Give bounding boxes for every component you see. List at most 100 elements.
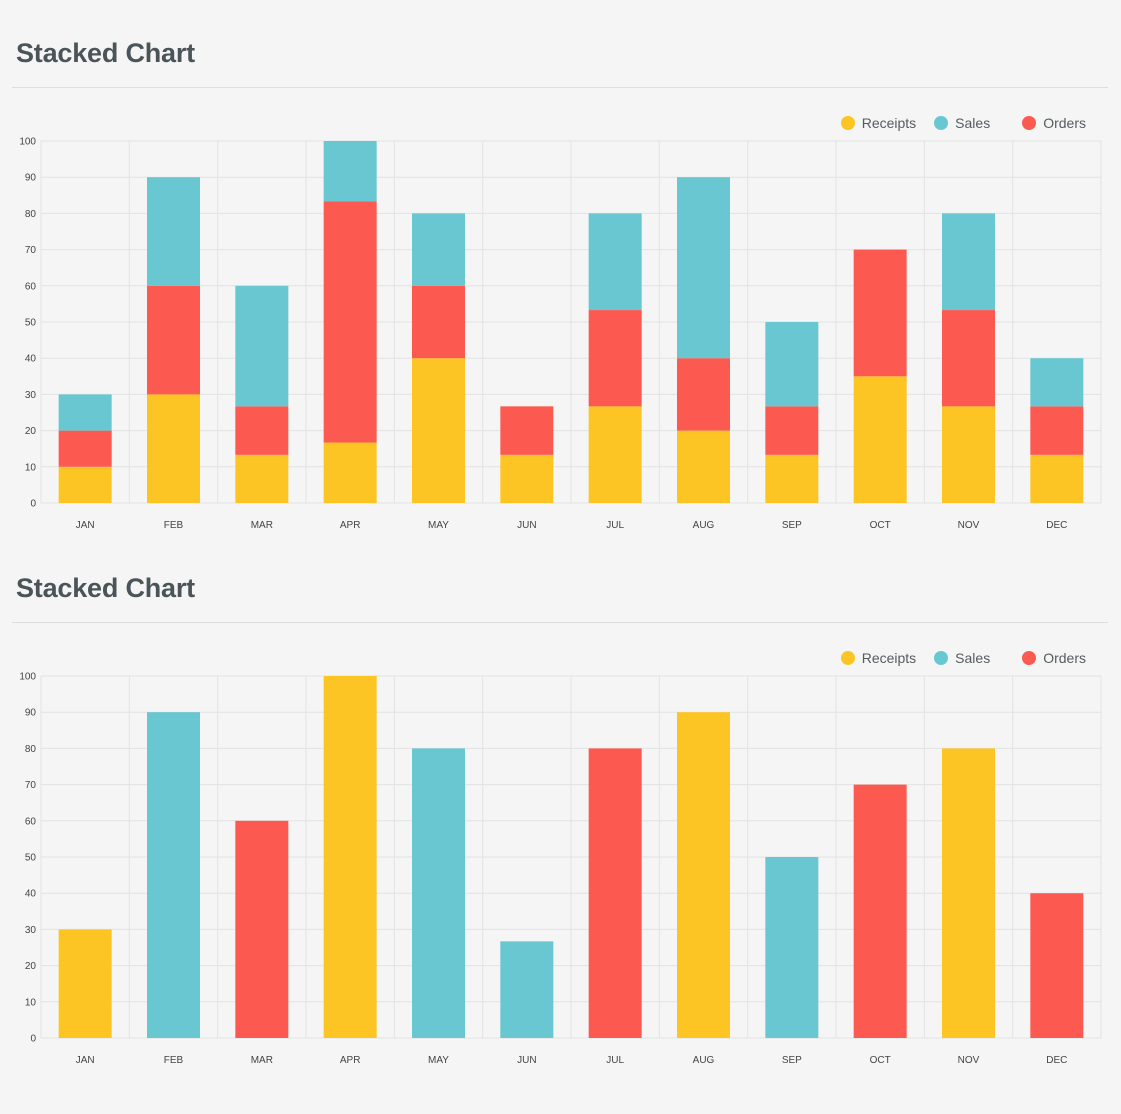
legend-item-receipts[interactable]: Receipts <box>840 650 917 666</box>
y-tick-label: 0 <box>30 499 36 510</box>
bar-segment-orders <box>853 249 907 377</box>
y-tick-label: 80 <box>25 744 37 755</box>
bar-segment-sales <box>677 177 730 359</box>
x-tick-label: OCT <box>870 1055 891 1066</box>
bar-segment-orders <box>677 358 730 431</box>
bar-segment-orders <box>942 310 995 407</box>
bar <box>853 784 907 1038</box>
y-tick-label: 30 <box>25 925 37 936</box>
bar <box>765 857 819 1038</box>
bar-segment-sales <box>1030 358 1084 407</box>
bar-segment-orders <box>147 285 200 395</box>
legend-label: Receipts <box>861 650 917 666</box>
legend-dot-sales <box>934 116 949 130</box>
bar <box>677 712 730 1038</box>
chart-title: Stacked Chart <box>16 38 195 68</box>
x-tick-label: APR <box>340 1055 361 1066</box>
y-tick-label: 30 <box>25 390 37 401</box>
y-tick-label: 10 <box>25 997 37 1008</box>
y-tick-label: 100 <box>19 672 36 683</box>
legend-label: Orders <box>1043 115 1086 131</box>
x-tick-label: AUG <box>693 520 715 531</box>
x-tick-label: AUG <box>693 1055 715 1066</box>
bar-segment-receipts <box>853 376 907 503</box>
legend-dot-sales <box>934 651 949 665</box>
x-tick-label: JAN <box>76 1055 95 1066</box>
title-divider <box>12 622 1108 623</box>
x-tick-label: FEB <box>164 520 184 531</box>
y-tick-label: 10 <box>25 462 37 473</box>
title-divider <box>12 87 1108 88</box>
bar-segment-receipts <box>1030 454 1084 503</box>
x-tick-label: OCT <box>870 520 891 531</box>
y-tick-label: 90 <box>25 708 37 719</box>
y-tick-label: 90 <box>25 173 37 184</box>
bar-segment-sales <box>235 285 289 407</box>
bar-segment-receipts <box>677 430 730 503</box>
x-tick-label: MAY <box>428 1055 449 1066</box>
bar-segment-orders <box>58 430 112 467</box>
bar-segment-receipts <box>412 358 465 503</box>
y-tick-label: 40 <box>25 354 37 365</box>
y-tick-label: 100 <box>19 137 36 148</box>
bar-segment-orders <box>588 310 642 407</box>
x-tick-label: JUN <box>517 1055 536 1066</box>
bar <box>588 748 642 1038</box>
bar-segment-sales <box>942 213 995 311</box>
bar-segment-orders <box>1030 406 1084 455</box>
y-tick-label: 60 <box>25 816 37 827</box>
x-tick-label: APR <box>340 520 361 531</box>
x-tick-label: NOV <box>958 520 980 531</box>
bar-segment-receipts <box>235 454 289 503</box>
bar-segment-sales <box>765 322 819 407</box>
x-tick-label: JUL <box>606 520 624 531</box>
x-tick-label: NOV <box>958 1055 980 1066</box>
y-tick-label: 0 <box>30 1034 36 1045</box>
legend-item-receipts[interactable]: Receipts <box>840 115 916 131</box>
bar <box>500 941 554 1038</box>
bar-chart: 0 10 20 30 40 50 60 70 80 90 100 JAN FEB MAR APR MAY JUN… <box>19 672 1102 1066</box>
legend-dot-receipts <box>840 116 855 130</box>
grid <box>40 675 1102 1039</box>
bar-segment-orders <box>235 406 289 455</box>
legend-label: Orders <box>1043 650 1086 666</box>
bar-segment-orders <box>412 285 465 359</box>
x-tick-label: SEP <box>782 1055 802 1066</box>
bar-segment-sales <box>147 177 200 286</box>
bar-segment-sales <box>412 213 465 286</box>
bar <box>235 820 289 1038</box>
x-tick-label: JAN <box>76 520 95 531</box>
bars <box>58 676 1084 1038</box>
y-tick-label: 50 <box>25 853 37 864</box>
y-tick-label: 60 <box>25 281 37 292</box>
legend-label: Sales <box>955 115 991 131</box>
legend-item-sales[interactable]: Sales <box>934 650 990 666</box>
bar-segment-receipts <box>323 442 377 503</box>
x-tick-label: MAR <box>251 520 273 531</box>
chart-legend: Receipts Sales Orders <box>840 648 1086 668</box>
legend-item-orders[interactable]: Orders <box>1022 650 1086 666</box>
grid <box>40 140 1102 504</box>
bar-segment-sales <box>58 394 112 431</box>
legend-item-orders[interactable]: Orders <box>1022 115 1086 131</box>
stacked-bar-chart: 0 10 20 30 40 50 60 70 80 90 100 JAN FEB MAR APR MAY JUN… <box>19 137 1102 531</box>
chart-title: Stacked Chart <box>16 573 195 603</box>
bar <box>147 712 200 1038</box>
x-tick-label: MAY <box>428 520 449 531</box>
x-tick-label: DEC <box>1046 1055 1067 1066</box>
y-tick-label: 80 <box>25 209 37 220</box>
bar-segment-receipts <box>147 394 200 503</box>
bar-segment-orders <box>323 201 377 443</box>
legend-dot-orders <box>1022 116 1037 130</box>
bar-segment-orders <box>765 406 819 455</box>
x-tick-label: SEP <box>782 520 802 531</box>
chart-legend: Receipts Sales Orders <box>840 113 1086 133</box>
y-tick-label: 20 <box>25 426 37 437</box>
legend-item-sales[interactable]: Sales <box>934 115 990 131</box>
legend-label: Sales <box>955 650 991 666</box>
bar-segment-receipts <box>588 406 642 503</box>
x-tick-label: MAR <box>251 1055 273 1066</box>
bar-segment-receipts <box>58 466 112 503</box>
legend-dot-orders <box>1022 651 1037 665</box>
bar <box>942 748 995 1038</box>
